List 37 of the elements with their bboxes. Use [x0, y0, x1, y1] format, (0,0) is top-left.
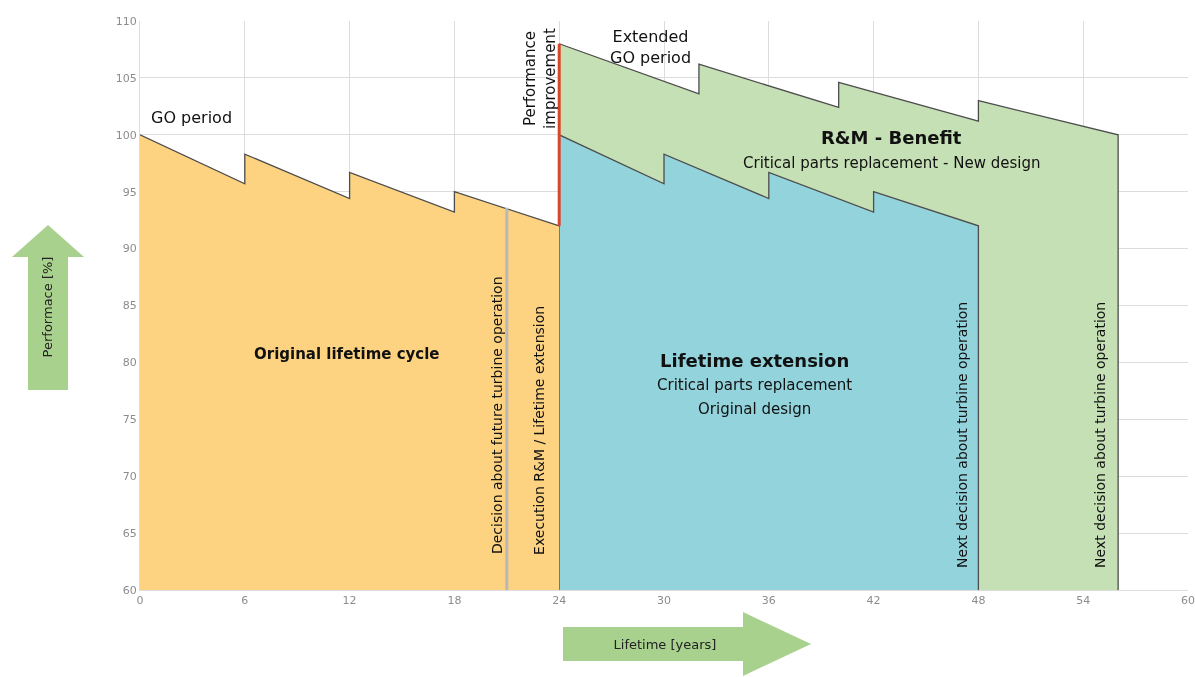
- y-tick-label: 85: [122, 299, 137, 313]
- x-tick-label: 54: [1076, 594, 1091, 608]
- annotation: Critical parts replacement: [657, 376, 853, 394]
- y-axis-title: Performace [%]: [39, 256, 55, 358]
- y-tick-label: 105: [115, 71, 137, 85]
- x-tick-label: 60: [1181, 594, 1195, 608]
- y-tick-label: 90: [122, 242, 137, 256]
- annotation: Decision about future turbine operation: [488, 276, 505, 555]
- x-tick-label: 42: [866, 594, 881, 608]
- annotation: Next decision about turbine operation: [954, 301, 971, 568]
- y-tick-label: 100: [115, 128, 137, 142]
- annotation: Original lifetime cycle: [254, 345, 440, 363]
- annotation: GO period: [151, 108, 233, 127]
- y-tick-label: 80: [122, 356, 137, 370]
- annotation: Next decision about turbine operation: [1092, 301, 1109, 568]
- x-tick-label: 6: [241, 594, 249, 608]
- x-tick-label: 24: [552, 594, 567, 608]
- y-tick-label: 75: [122, 413, 137, 427]
- x-tick-label: 18: [447, 594, 462, 608]
- y-tick-label: 65: [122, 526, 137, 540]
- x-tick-label: 48: [971, 594, 986, 608]
- x-tick-label: 0: [136, 594, 144, 608]
- y-tick-label: 95: [122, 185, 137, 199]
- x-tick-label: 12: [342, 594, 357, 608]
- y-tick-label: 110: [115, 14, 137, 28]
- annotation: Execution R&M / Lifetime extension: [530, 305, 547, 555]
- annotation: R&M - Benefit: [821, 127, 962, 148]
- x-tick-label: 36: [761, 594, 776, 608]
- annotation: Extended GO period: [610, 27, 692, 67]
- annotation: Original design: [698, 400, 812, 418]
- annotation: Critical parts replacement - New design: [743, 154, 1041, 172]
- y-tick-label: 60: [122, 583, 137, 597]
- annotation: Performance improvement: [521, 28, 559, 129]
- annotation: Lifetime extension: [660, 350, 850, 371]
- x-axis-title: Lifetime [years]: [613, 636, 717, 652]
- y-tick-label: 70: [122, 470, 137, 484]
- x-tick-label: 30: [657, 594, 671, 608]
